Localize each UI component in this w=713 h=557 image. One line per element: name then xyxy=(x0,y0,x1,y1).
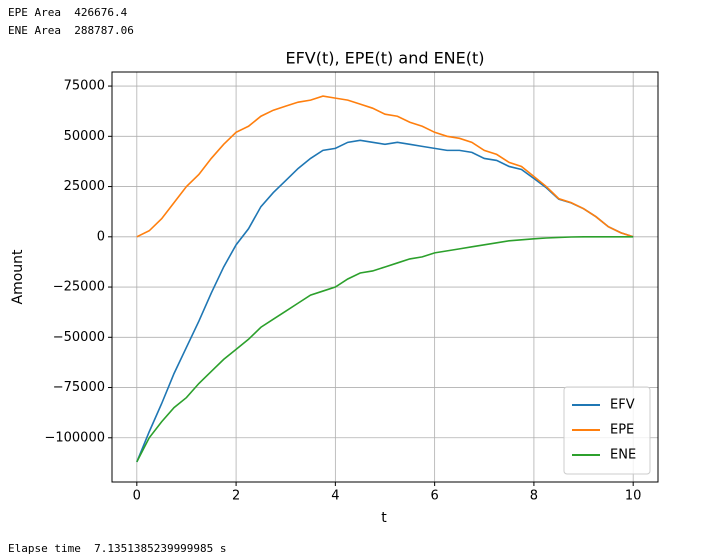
x-axis-label: t xyxy=(381,510,387,526)
y-tick-label: 25000 xyxy=(64,179,105,194)
y-tick-label: 0 xyxy=(97,229,105,244)
legend-label: ENE xyxy=(610,448,636,463)
x-tick-label: 0 xyxy=(133,489,141,504)
legend-box xyxy=(563,386,651,475)
y-tick-label: −50000 xyxy=(53,330,105,345)
line-series xyxy=(136,95,634,238)
plot-frame xyxy=(111,71,659,483)
line-series xyxy=(136,236,634,463)
y-axis-label: Amount xyxy=(10,249,26,305)
line-series xyxy=(136,139,634,463)
chart-title: EFV(t), EPE(t) and ENE(t) xyxy=(285,49,484,68)
legend-label: EPE xyxy=(610,423,634,438)
x-tick-label: 10 xyxy=(625,489,642,504)
output-line: EPE Area 426676.4 xyxy=(8,6,128,19)
legend-label: EFV xyxy=(610,398,635,413)
y-tick-label: 50000 xyxy=(64,129,105,144)
x-tick-label: 2 xyxy=(232,489,240,504)
y-tick-label: −100000 xyxy=(44,430,105,445)
y-tick-label: −75000 xyxy=(53,380,105,395)
output-line: ENE Area 288787.06 xyxy=(8,24,134,37)
x-tick-label: 6 xyxy=(430,489,438,504)
y-tick-label: 75000 xyxy=(64,79,105,94)
x-tick-label: 8 xyxy=(530,489,538,504)
y-tick-label: −25000 xyxy=(53,280,105,295)
footer: Elapse time 7.1351385239999985 s xyxy=(8,542,227,555)
x-tick-label: 4 xyxy=(331,489,339,504)
